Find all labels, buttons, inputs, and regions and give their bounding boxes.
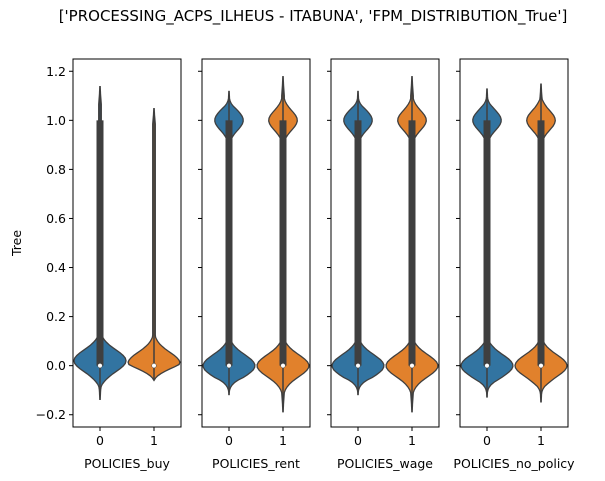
x-tick-label: 1 (537, 433, 545, 448)
x-axis-label: POLICIES_buy (84, 456, 170, 471)
x-tick-label: 0 (225, 433, 233, 448)
x-tick-label: 1 (279, 433, 287, 448)
violin-box (408, 120, 416, 366)
x-tick-label: 1 (408, 433, 416, 448)
y-tick-label: 0.4 (46, 260, 66, 275)
x-axis-label: POLICIES_wage (337, 456, 433, 471)
y-axis-label: Tree (9, 230, 24, 257)
violin-box (96, 120, 104, 366)
violin-box (483, 120, 491, 366)
x-tick-label: 0 (483, 433, 491, 448)
violin-median-dot (151, 363, 157, 369)
panel-policies-buy: −0.2 0.0 0.2 0.4 0.6 0.8 1.0 1.2 0 1 POLICIES_buy (36, 58, 182, 471)
panel-policies-wage: 0 1 POLICIES_wage (327, 58, 440, 471)
figure-title: ['PROCESSING_ACPS_ILHEUS - ITABUNA', 'FP… (59, 7, 568, 26)
panel-frame (72, 58, 182, 428)
y-tick-label: 0.6 (46, 211, 66, 226)
violin-median-dot (484, 363, 490, 369)
violin-median-dot (409, 363, 415, 369)
panel-frame (459, 58, 569, 428)
y-tick-label: −0.2 (36, 407, 66, 422)
x-axis-label: POLICIES_rent (212, 456, 300, 471)
violin-median-dot (280, 363, 286, 369)
x-tick-label: 0 (354, 433, 362, 448)
y-tick-label: 1.2 (46, 64, 66, 79)
panel-policies-no-policy: 0 1 POLICIES_no_policy (453, 58, 575, 471)
y-tick-label: 0.2 (46, 309, 66, 324)
y-tick-label: 0.0 (46, 358, 66, 373)
x-tick-label: 0 (96, 433, 104, 448)
violin-box (354, 120, 362, 366)
x-tick-label: 1 (150, 433, 158, 448)
y-tick-label: 0.8 (46, 162, 66, 177)
violin-median-dot (538, 363, 544, 369)
violin-box (537, 120, 545, 366)
y-tick-label: 1.0 (46, 113, 66, 128)
x-axis-label: POLICIES_no_policy (453, 456, 575, 471)
panels-group: −0.2 0.0 0.2 0.4 0.6 0.8 1.0 1.2 0 1 POLICIES_buy 0… (9, 58, 575, 471)
panel-frame (201, 58, 311, 428)
panel-frame (330, 58, 440, 428)
violin-box (279, 120, 287, 366)
panel-policies-rent: 0 1 POLICIES_rent (198, 58, 311, 471)
violin-median-dot (355, 363, 361, 369)
violin-median-dot (97, 363, 103, 369)
violin-box (225, 120, 233, 366)
violin-median-dot (226, 363, 232, 369)
